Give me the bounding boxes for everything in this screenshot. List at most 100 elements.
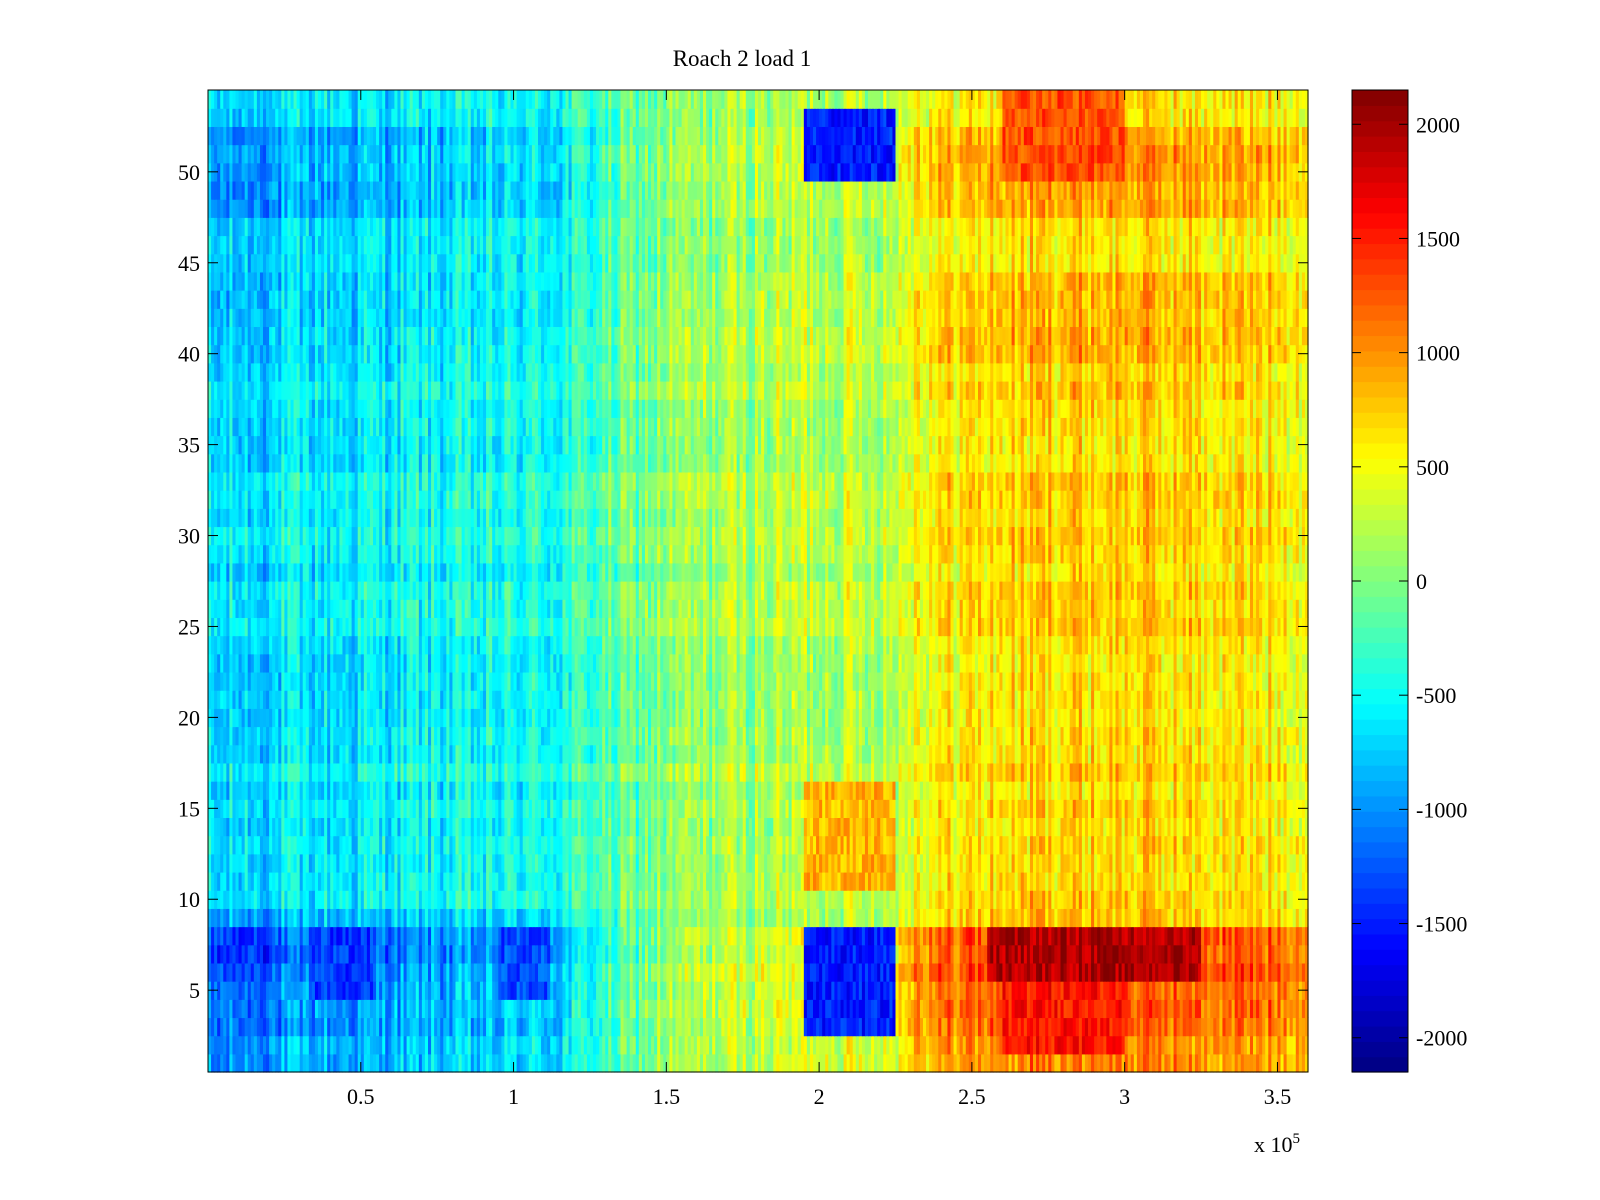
heatmap-cell: [819, 1017, 823, 1037]
heatmap-cell: [583, 1035, 588, 1055]
heatmap-cell: [816, 1035, 820, 1055]
heatmap-cell: [1207, 999, 1211, 1019]
heatmap-cell: [794, 1017, 799, 1037]
heatmap-cell: [1243, 999, 1248, 1019]
heatmap-cell: [767, 999, 771, 1019]
heatmap-cell: [354, 981, 359, 1000]
heatmap-cell: [923, 1035, 927, 1055]
heatmap-cell: [431, 1035, 435, 1055]
heatmap-cell: [507, 1035, 512, 1055]
heatmap-cell: [1051, 1035, 1055, 1055]
heatmap-cell: [657, 1053, 661, 1073]
heatmap-cell: [1188, 1017, 1193, 1037]
heatmap-cell: [724, 1017, 729, 1037]
heatmap-cell: [513, 1053, 518, 1073]
heatmap-cell: [1112, 1035, 1117, 1055]
heatmap-cell: [296, 1053, 301, 1073]
heatmap-cell: [431, 1017, 435, 1037]
heatmap-cell: [987, 1017, 991, 1037]
heatmap-cell: [608, 1053, 612, 1073]
heatmap-cell: [739, 1053, 744, 1073]
heatmap-cell: [534, 999, 539, 1019]
heatmap-cell: [1130, 999, 1135, 1019]
heatmap-cell: [1008, 1035, 1013, 1055]
heatmap-cell: [993, 1053, 997, 1073]
heatmap-cell: [999, 1035, 1004, 1055]
heatmap-cell: [397, 1017, 402, 1037]
heatmap-cell: [834, 1017, 839, 1037]
heatmap-cell: [843, 999, 848, 1019]
heatmap-cell: [1023, 1035, 1028, 1055]
heatmap-cell: [855, 999, 860, 1019]
heatmap-cell: [1253, 1053, 1257, 1073]
heatmap-cell: [229, 1035, 234, 1055]
heatmap-cell: [373, 1035, 377, 1055]
heatmap-cell: [663, 1017, 667, 1037]
heatmap-cell: [828, 999, 832, 1019]
heatmap-cell: [803, 1053, 808, 1073]
heatmap-cell: [458, 1053, 463, 1073]
heatmap-cell: [886, 999, 890, 1019]
heatmap-cell: [626, 1035, 631, 1055]
heatmap-cell: [522, 1017, 527, 1037]
heatmap-cell: [953, 1017, 958, 1037]
heatmap-cell: [748, 1035, 753, 1055]
heatmap-cell: [409, 1053, 414, 1073]
heatmap-cell: [1185, 999, 1190, 1019]
heatmap-cell: [932, 999, 936, 1019]
heatmap-cell: [483, 1017, 487, 1037]
heatmap-cell: [1265, 1035, 1269, 1055]
heatmap-cell: [620, 1017, 625, 1037]
heatmap-cell: [797, 1053, 802, 1073]
heatmap-cell: [1262, 1017, 1266, 1037]
heatmap-cell: [1048, 1017, 1052, 1037]
heatmap-cell: [1204, 1035, 1208, 1055]
heatmap-cell: [290, 1053, 295, 1073]
heatmap-cell: [1271, 999, 1275, 1019]
heatmap-cell: [208, 999, 212, 1019]
heatmap-cell: [635, 1035, 640, 1055]
heatmap-cell: [1228, 999, 1233, 1019]
heatmap-cell: [974, 1035, 979, 1055]
heatmap-cell: [699, 999, 704, 1019]
heatmap-cell: [1072, 1017, 1077, 1037]
heatmap-cell: [437, 1035, 441, 1055]
heatmap-cell: [727, 1035, 732, 1055]
heatmap-cell: [1182, 1035, 1187, 1055]
heatmap-cell: [421, 1053, 426, 1073]
heatmap-cell: [269, 1053, 273, 1073]
heatmap-cell: [244, 981, 249, 1000]
heatmap-cell: [1298, 1035, 1303, 1055]
heatmap-cell: [330, 1017, 334, 1037]
heatmap-cell: [809, 999, 814, 1019]
heatmap-cell: [272, 1035, 276, 1055]
heatmap-cell: [605, 1017, 609, 1037]
heatmap-cell: [302, 1053, 307, 1073]
heatmap-cell: [1292, 1035, 1297, 1055]
heatmap-cell: [822, 1035, 826, 1055]
heatmap-cell: [623, 999, 628, 1019]
heatmap-cell: [229, 1017, 234, 1037]
heatmap-cell: [1094, 1035, 1098, 1055]
heatmap-cell: [1115, 999, 1120, 1019]
heatmap-cell: [223, 1017, 227, 1037]
heatmap-cell: [281, 1017, 285, 1037]
heatmap-cell: [565, 1053, 570, 1073]
heatmap-cell: [1280, 999, 1285, 1019]
heatmap-cell: [1301, 1035, 1306, 1055]
heatmap-cell: [941, 1053, 945, 1073]
heatmap-cell: [858, 999, 863, 1019]
heatmap-cell: [1170, 1017, 1175, 1037]
heatmap-cell: [330, 999, 334, 1019]
heatmap-cell: [1011, 1035, 1016, 1055]
heatmap-cell: [800, 1035, 805, 1055]
heatmap-cell: [418, 1053, 423, 1073]
heatmap-cell: [687, 999, 692, 1019]
heatmap-cell: [898, 1035, 903, 1055]
heatmap-cell: [1191, 999, 1196, 1019]
heatmap-cell: [1249, 1053, 1254, 1073]
heatmap-cell: [733, 1053, 738, 1073]
heatmap-cell: [238, 1017, 243, 1037]
heatmap-cell: [993, 999, 997, 1019]
heatmap-cell: [1204, 1017, 1208, 1037]
